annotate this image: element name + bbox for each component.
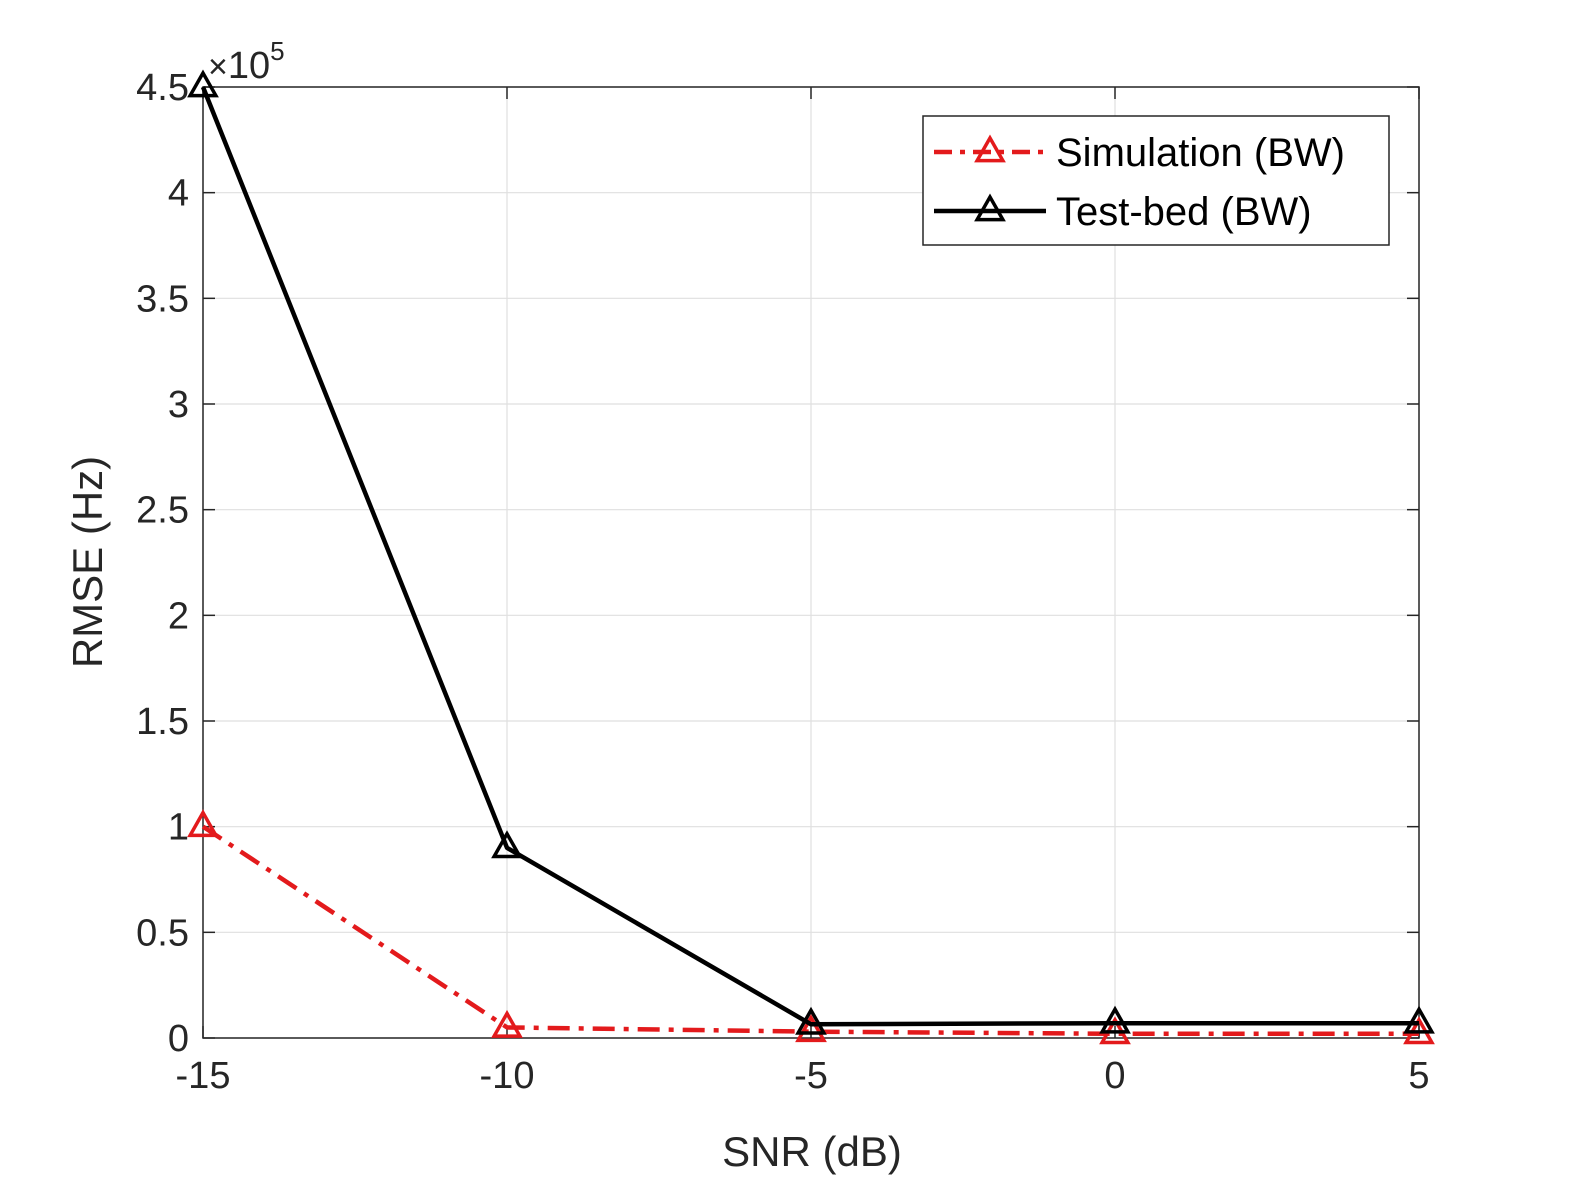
data-point-marker bbox=[795, 1014, 827, 1043]
x-tick-label: -15 bbox=[176, 1055, 231, 1097]
legend-label-simulation: Simulation (BW) bbox=[1056, 131, 1345, 175]
multiplier-base: 10 bbox=[228, 45, 270, 87]
y-tick-label: 1 bbox=[168, 807, 189, 849]
axis-ticks: -15 -10 -5 0 5 0 0.5 1 1.5 2 2.5 3 3.5 4 4.5 bbox=[136, 67, 1429, 1097]
x-tick-label: 0 bbox=[1104, 1055, 1125, 1097]
data-point-marker bbox=[1099, 1005, 1131, 1034]
y-axis-label: RMSE (Hz) bbox=[64, 456, 111, 668]
multiplier-times: × bbox=[208, 48, 228, 86]
legend-box bbox=[922, 115, 1390, 246]
legend-marker-simulation bbox=[974, 134, 1006, 163]
y-tick-label: 3.5 bbox=[136, 278, 189, 320]
y-tick-label: 2.5 bbox=[136, 490, 189, 532]
series-line bbox=[200, 86, 1419, 1027]
y-tick-label: 4.5 bbox=[136, 67, 189, 109]
legend-entry-testbed: Test-bed (BW) bbox=[934, 190, 1312, 234]
series-layer bbox=[187, 69, 1435, 1045]
legend-label-testbed: Test-bed (BW) bbox=[1056, 190, 1312, 234]
x-tick-label: -5 bbox=[794, 1055, 828, 1097]
x-axis-label: SNR (dB) bbox=[722, 1128, 902, 1175]
y-tick-label: 0 bbox=[168, 1018, 189, 1060]
y-tick-label: 0.5 bbox=[136, 912, 189, 954]
y-tick-label: 1.5 bbox=[136, 701, 189, 743]
x-tick-label: -10 bbox=[480, 1055, 535, 1097]
legend: Simulation (BW) Test-bed (BW) bbox=[922, 115, 1390, 246]
y-tick-label: 4 bbox=[168, 173, 189, 215]
legend-marker-testbed bbox=[974, 193, 1006, 222]
y-tick-label: 2 bbox=[168, 595, 189, 637]
legend-entry-simulation: Simulation (BW) bbox=[934, 131, 1345, 175]
data-point-marker bbox=[1403, 1005, 1435, 1034]
y-tick-label: 3 bbox=[168, 384, 189, 426]
y-axis-multiplier: ×105 bbox=[208, 36, 285, 87]
data-point-marker bbox=[491, 830, 523, 859]
data-point-marker bbox=[187, 809, 219, 838]
x-tick-label: 5 bbox=[1408, 1055, 1429, 1097]
data-point-marker bbox=[187, 69, 219, 98]
data-point-marker bbox=[795, 1006, 827, 1035]
series-testbed bbox=[187, 69, 1435, 1035]
data-point-marker bbox=[491, 1009, 523, 1038]
series-line bbox=[201, 824, 1419, 1037]
multiplier-exponent: 5 bbox=[270, 36, 284, 66]
